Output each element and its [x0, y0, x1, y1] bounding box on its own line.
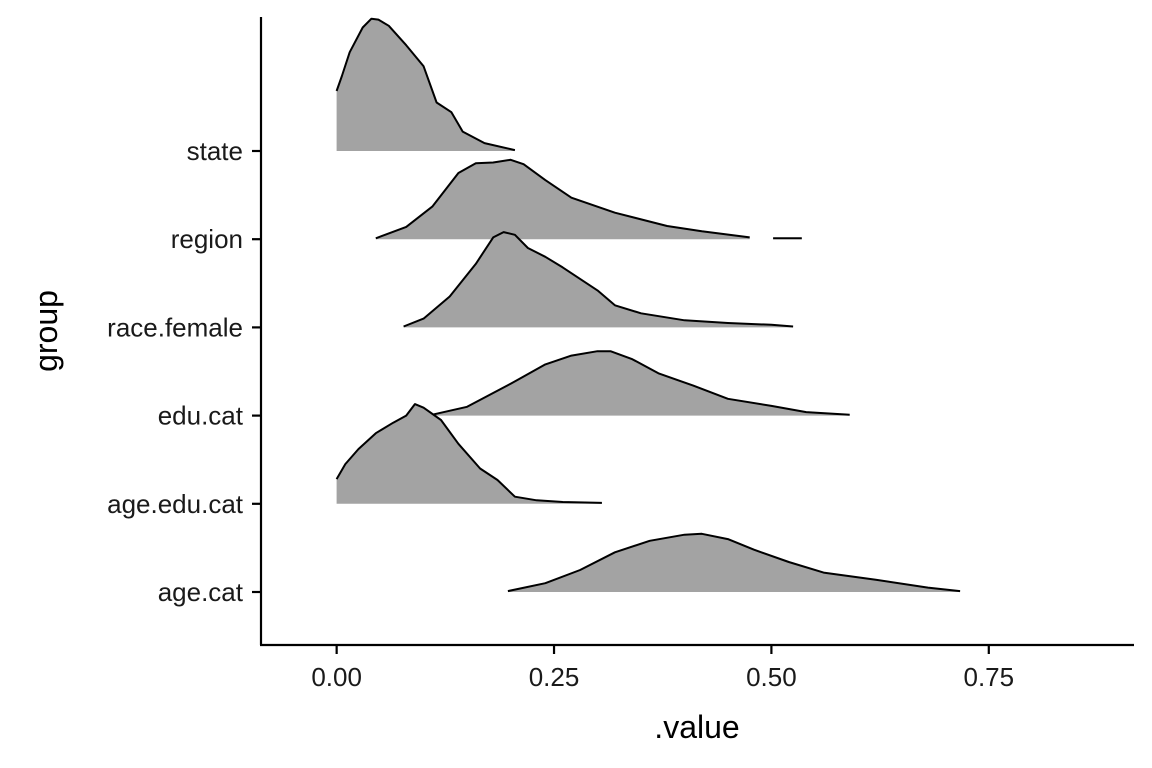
x-tick-label: 0.75 [963, 662, 1014, 692]
ridge-outline [335, 403, 602, 504]
y-tick-label: region [171, 224, 243, 254]
ridge-area [403, 232, 794, 328]
y-tick-label: age.edu.cat [107, 489, 244, 519]
ridge-outline [507, 532, 961, 593]
ridge-region [375, 158, 802, 240]
ridge-outline [403, 231, 794, 328]
x-axis-ticks: 0.00 0.25 0.50 0.75 [311, 645, 1014, 692]
ridge-area [507, 533, 961, 592]
ridge-outline [375, 158, 750, 240]
y-tick-label: age.cat [158, 577, 244, 607]
ridge-edu-cat [432, 350, 850, 416]
x-axis-title: .value [654, 709, 739, 745]
ridge-age-cat [507, 532, 961, 593]
ridge-outline [432, 350, 850, 416]
ridge-area [375, 159, 750, 240]
ridge-age-edu-cat [335, 403, 602, 504]
y-axis-title: group [28, 290, 64, 372]
ridge-race-female [403, 231, 794, 328]
y-tick-label: race.female [107, 312, 243, 342]
ridge-area [336, 18, 515, 152]
x-tick-label: 0.25 [529, 662, 580, 692]
ridge-outline [335, 17, 516, 152]
y-tick-label: edu.cat [158, 401, 244, 431]
ridge-state [335, 17, 516, 152]
x-tick-label: 0.50 [746, 662, 797, 692]
ridge-area [432, 351, 850, 416]
ridge-area [336, 404, 602, 504]
y-axis-ticks: age.cat age.edu.cat edu.cat race.female regi… [107, 136, 261, 607]
y-tick-label: state [187, 136, 243, 166]
x-tick-label: 0.00 [311, 662, 362, 692]
ridges [335, 17, 961, 593]
